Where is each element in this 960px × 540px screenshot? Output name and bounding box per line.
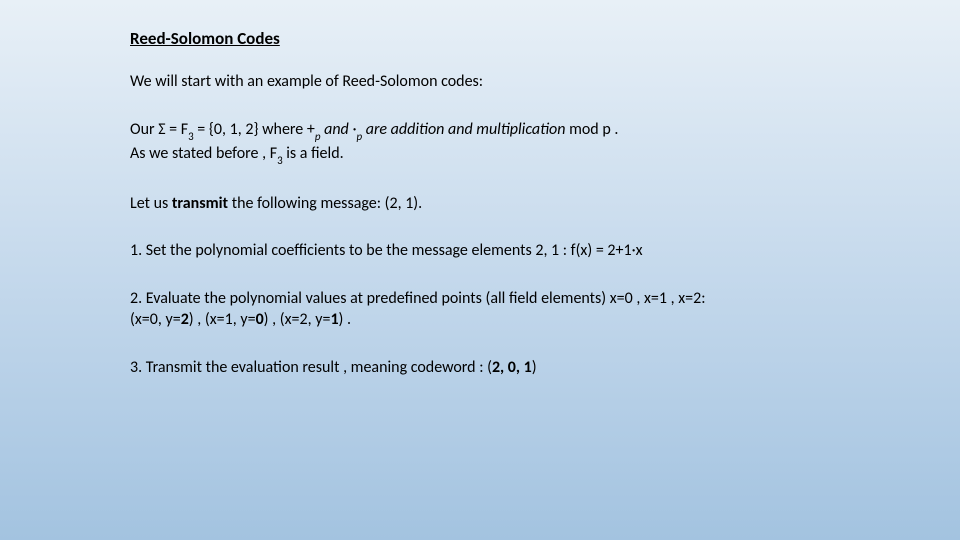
transmit-p1: Let us [130, 194, 172, 213]
step2b-d: 0 [256, 310, 264, 329]
step2b-f: 1 [330, 310, 338, 329]
step-3: 3. Transmit the evaluation result , mean… [130, 357, 830, 379]
sigma-sub2: p [315, 130, 321, 143]
field-sub: 3 [277, 154, 283, 167]
step3-a: 3. Transmit the evaluation result , mean… [130, 358, 492, 377]
slide-container: Reed-Solomon Codes We will start with an… [0, 0, 960, 540]
step2b-g: ) . [339, 310, 352, 329]
sigma-field-block: Our Σ = F3 = {0, 1, 2} where +p and ·p a… [130, 119, 830, 167]
step2b-b: 2 [181, 310, 189, 329]
transmit-bold: transmit [172, 194, 228, 213]
step-2: 2. Evaluate the polynomial values at pre… [130, 288, 830, 331]
transmit-line: Let us transmit the following message: (… [130, 193, 830, 215]
step3-c: ) [532, 358, 537, 377]
sigma-tail: mod p . [565, 120, 618, 139]
sigma-mid1: = {0, 1, 2} where + [194, 120, 315, 139]
sigma-mid2: and · [320, 120, 356, 139]
step-1: 1. Set the polynomial coefficients to be… [130, 240, 830, 262]
field-prefix: As we stated before , F [130, 144, 277, 163]
sigma-prefix: Our Σ = F [130, 120, 188, 139]
sigma-mid3: are addition and multiplication [362, 120, 565, 139]
step3-b: 2, 0, 1 [492, 358, 532, 377]
step2b-e: ) , (x=2, y= [264, 310, 331, 329]
transmit-p2: the following message: (2, 1). [228, 194, 422, 213]
step2b-a: (x=0, y= [130, 310, 181, 329]
slide-title: Reed-Solomon Codes [130, 28, 830, 49]
intro-text: We will start with an example of Reed-So… [130, 71, 830, 93]
sigma-sub1: 3 [188, 130, 194, 143]
sigma-sub3: p [356, 130, 362, 143]
step2-line1: 2. Evaluate the polynomial values at pre… [130, 289, 706, 308]
step2b-c: ) , (x=1, y= [189, 310, 256, 329]
field-suffix: is a field. [283, 144, 344, 163]
